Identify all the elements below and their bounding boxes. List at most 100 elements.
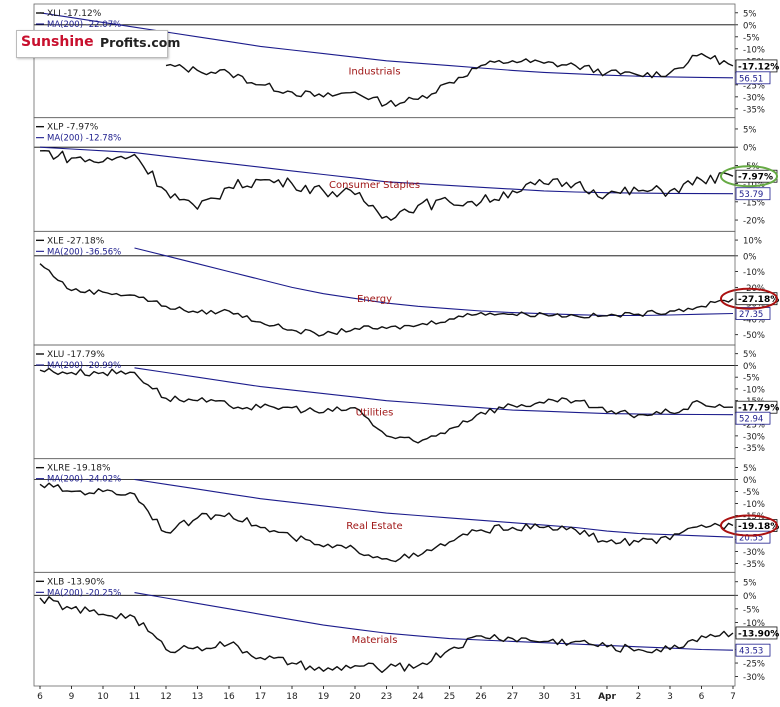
x-tick-label: 6 [37, 692, 43, 702]
y-tick-label: -10% [743, 45, 765, 55]
highlight-circle [720, 287, 778, 310]
price-tag-label: -7.97% [738, 173, 773, 183]
x-tick-label: 16 [223, 692, 235, 702]
y-tick-label: 10% [743, 237, 762, 247]
price-line [39, 482, 734, 563]
price-tag-label: -27.18% [738, 295, 779, 305]
highlight-circle [720, 514, 778, 537]
x-tick-label: 25 [444, 692, 455, 702]
price-line [39, 150, 734, 221]
panel-title: Industrials [348, 66, 400, 77]
panel-industrials: 5%0%-5%-10%-15%-20%-25%-30%-35%XLI -17.1… [33, 3, 779, 119]
panel-border [33, 344, 736, 460]
ma200-line [134, 592, 734, 651]
y-tick-label: -25% [743, 660, 765, 670]
legend-ma-label: MA(200) -22.07% [47, 20, 121, 30]
y-tick-label: -5% [743, 33, 760, 43]
x-tick-label: 12 [160, 692, 171, 702]
sunshine-profits-logo: Sunshine Profits.com [16, 30, 180, 58]
x-tick-label: 3 [667, 692, 673, 702]
y-tick-label: -30% [743, 432, 765, 442]
x-tick-label: 17 [255, 692, 266, 702]
logo-word-profits: Profits.com [100, 35, 181, 50]
y-tick-label: -35% [743, 560, 765, 570]
y-tick-label: -5% [743, 374, 760, 384]
y-tick-label: 0% [743, 362, 757, 372]
x-tick-label: 24 [412, 692, 424, 702]
price-tag-label: -13.90% [738, 629, 779, 639]
panel-border [33, 571, 736, 687]
y-tick-label: -5% [743, 605, 760, 615]
highlight-circle [720, 165, 778, 188]
y-tick-label: -10% [743, 500, 765, 510]
legend-ticker-label: XLB -13.90% [47, 577, 105, 587]
y-tick-label: -50% [743, 331, 765, 341]
panel-real-estate: 5%0%-5%-10%-15%-20%-25%-30%-35%XLRE -19.… [33, 458, 779, 573]
legend-ticker-label: XLRE -19.18% [47, 464, 111, 474]
price-tag-label: -17.12% [738, 62, 779, 72]
x-tick-label: 9 [69, 692, 75, 702]
ma200-line [134, 478, 734, 538]
legend-ma-label: MA(200) -20.25% [47, 588, 121, 598]
y-tick-label: 0% [743, 21, 757, 31]
legend-ma-label: MA(200) -12.78% [47, 134, 121, 144]
y-tick-label: 0% [743, 476, 757, 486]
panel-utilities: 5%0%-5%-10%-15%-20%-25%-30%-35%XLU -17.7… [33, 344, 779, 460]
ma-tag-label: 53.79 [739, 190, 763, 200]
ma-tag-label: 56.51 [739, 74, 763, 84]
x-tick-label: 11 [129, 692, 140, 702]
y-tick-label: -20% [743, 217, 765, 227]
logo-word-sunshine: Sunshine [21, 34, 94, 50]
price-tag-label: -19.18% [738, 522, 779, 532]
y-tick-label: 0% [743, 252, 757, 262]
ma-tag-label: 20.55 [739, 534, 763, 544]
panel-title: Energy [357, 294, 392, 305]
legend-ticker-label: XLI -17.12% [47, 9, 102, 19]
x-tick-label: 13 [192, 692, 203, 702]
y-tick-label: 0% [743, 592, 757, 602]
ma-tag-box [735, 71, 771, 85]
price-line [39, 367, 733, 444]
price-line [39, 596, 734, 673]
x-tick-label: 23 [381, 692, 392, 702]
panel-border [33, 458, 736, 573]
x-tick-label: 31 [570, 692, 581, 702]
x-tick-label: 19 [318, 692, 330, 702]
x-tick-label: 7 [730, 692, 736, 702]
panel-title: Utilities [356, 407, 394, 418]
y-tick-label: -30% [743, 673, 765, 683]
panel-title: Real Estate [346, 521, 402, 532]
panel-border [33, 117, 736, 232]
price-line [39, 263, 734, 337]
panel-consumer-staples: 5%0%-5%-10%-15%-20%XLP -7.97%MA(200) -12… [33, 117, 778, 232]
legend-ma-label: MA(200) -20.99% [47, 361, 121, 371]
y-tick-label: -30% [743, 93, 765, 103]
ma-tag-box [735, 187, 771, 201]
x-axis: 6 9 10 11 12 13 16 17 18 19 20 23 24 25 26 27 30 31 Apr 2 3 6… [37, 686, 736, 702]
price-tag-label: -17.79% [738, 404, 779, 414]
legend-ma-label: MA(200) -24.02% [47, 475, 121, 485]
x-tick-label: 20 [349, 692, 361, 702]
ma-tag-label: 43.53 [739, 647, 763, 657]
y-tick-label: -10% [743, 385, 765, 395]
legend-ticker-label: XLE -27.18% [47, 236, 105, 246]
ma-tag-box [735, 411, 771, 425]
ma-tag-label: 52.94 [739, 415, 763, 425]
panel-materials: 5%0%-5%-10%-15%-20%-25%-30%XLB -13.90%MA… [33, 571, 779, 687]
ma200-line [134, 247, 734, 317]
x-tick-label: 2 [636, 692, 642, 702]
x-tick-label: 30 [538, 692, 550, 702]
x-tick-label: 26 [475, 692, 487, 702]
x-tick-label: 10 [97, 692, 109, 702]
legend-ticker-label: XLU -17.79% [47, 350, 105, 360]
panel-title: Materials [352, 635, 398, 646]
x-tick-label: 18 [286, 692, 298, 702]
legend-ma-label: MA(200) -36.56% [47, 247, 121, 257]
y-tick-label: -15% [743, 198, 765, 208]
y-tick-label: -10% [743, 619, 765, 629]
y-tick-label: 5% [743, 350, 757, 360]
y-tick-label: -5% [743, 488, 760, 498]
y-tick-label: 5% [743, 125, 757, 135]
